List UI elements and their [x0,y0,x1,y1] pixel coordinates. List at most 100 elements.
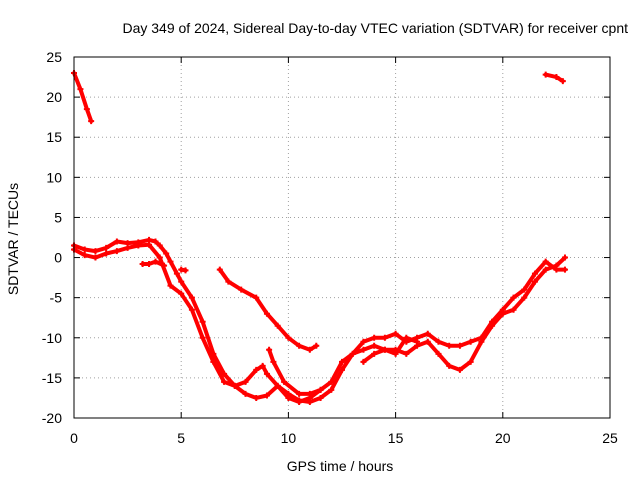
data-point [360,358,367,365]
y-axis-ticks: -20 -15 -10 -5 0 5 10 15 20 25 [42,49,610,426]
data-point [296,398,303,405]
y-axis-label: SDTVAR / TECUs [5,183,21,295]
data-point [161,262,168,269]
data-point [266,346,273,353]
data-point [274,382,281,389]
data-point [253,394,260,401]
data-point [306,390,313,397]
data-point [263,310,270,317]
data-point [135,242,142,249]
data-point [231,382,238,389]
y-tick-label: 20 [46,89,62,105]
data-point [381,334,388,341]
y-tick-label: 0 [54,250,62,266]
data-point [225,278,232,285]
data-point [238,286,245,293]
data-point [139,260,146,267]
data-point [371,350,378,357]
data-point [253,366,260,373]
data-point [561,266,568,273]
data-point [296,342,303,349]
data-point [339,366,345,373]
x-tick-label: 20 [495,430,511,446]
data-point [88,118,95,125]
data-point [199,318,206,325]
data-point [113,248,120,255]
x-axis-label: GPS time / hours [287,458,394,474]
data-point [285,394,292,401]
data-point [167,258,174,265]
data-point [146,260,153,267]
x-tick-label: 15 [388,430,404,446]
data-point [446,342,453,349]
data-point [349,350,356,357]
series-track-6 [217,267,319,352]
data-point [146,241,153,248]
data-point [424,338,431,345]
data-point [253,294,260,301]
data-point [456,366,463,373]
data-point [403,350,410,357]
data-point [178,278,185,285]
data-point [339,358,345,365]
data-point [510,306,517,313]
data-point [553,262,560,269]
data-point [317,386,324,393]
data-point [467,358,474,365]
data-point [296,390,303,397]
data-point [285,334,292,341]
y-tick-label: 10 [46,169,62,185]
data-point [521,286,528,293]
data-point [521,294,528,301]
data-point [531,270,538,277]
data-point [274,322,281,329]
data-point [360,346,367,353]
data-point [561,254,568,261]
y-tick-label: -15 [42,370,62,386]
data-point [156,254,163,261]
data-point [328,378,335,385]
data-point [281,378,288,385]
data-point [392,350,399,357]
data-point [199,334,206,341]
data-point [77,86,84,93]
data-point [113,238,120,245]
data-point [163,250,170,257]
data-point [371,342,378,349]
data-point [317,394,324,401]
data-point [81,252,88,259]
data-point [489,322,496,329]
plot-frame [73,56,611,419]
data-point [270,358,277,365]
data-point [263,392,270,399]
data-point [152,238,159,245]
chart-title: Day 349 of 2024, Sidereal Day-to-day VTE… [122,20,628,36]
data-point [392,330,399,337]
data-point [178,290,185,297]
data-point [313,342,320,349]
data-point [173,270,180,277]
data-point [510,294,517,301]
data-point [531,278,538,285]
plot-data [71,70,568,405]
data-point [210,358,217,365]
data-point [92,254,99,261]
data-point [188,306,195,313]
data-point [83,106,90,113]
y-tick-label: -20 [42,410,62,426]
data-point [478,338,485,345]
data-point [242,390,249,397]
data-point [542,266,549,273]
y-tick-label: 25 [46,49,62,65]
data-point [553,74,560,81]
x-tick-label: 5 [177,430,185,446]
data-point [242,378,249,385]
data-point [221,378,228,385]
data-point [559,78,566,85]
data-point [216,266,223,273]
data-point [328,386,335,393]
data-point [403,334,410,341]
data-point [306,346,313,353]
data-point [259,362,266,369]
